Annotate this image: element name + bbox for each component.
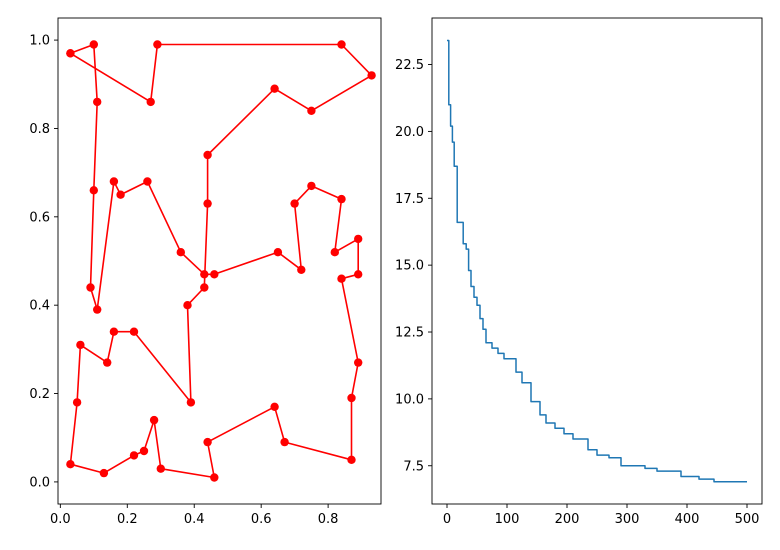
city-point-27: [210, 473, 219, 482]
city-point-4: [86, 283, 95, 292]
y-tick-label: 0.8: [29, 122, 50, 137]
city-point-41: [200, 283, 209, 292]
y-tick-label: 7.5: [403, 459, 424, 474]
city-point-38: [129, 327, 139, 336]
city-point-39: [186, 398, 196, 407]
city-point-31: [129, 451, 139, 460]
city-point-25: [270, 402, 279, 411]
x-tick-label: 0.6: [251, 512, 272, 527]
city-point-42: [203, 199, 212, 208]
city-point-18: [354, 234, 363, 244]
city-point-44: [270, 84, 279, 93]
route-chart: 0.0 0.2 0.4 0.6 0.8 0.0 0.2 0.4 0.6 0.8 1.0: [29, 17, 382, 527]
city-point-22: [347, 393, 356, 403]
x-tick-label: 500: [735, 512, 760, 527]
x-tick-label: 0.8: [318, 512, 339, 527]
city-point-15: [307, 181, 316, 191]
city-point-32: [99, 468, 109, 478]
x-tick-label: 0.2: [117, 512, 138, 527]
city-point-28: [156, 464, 165, 473]
city-point-1: [89, 40, 99, 49]
city-point-10: [200, 270, 209, 279]
city-point-23: [347, 455, 356, 464]
city-point-47: [337, 40, 346, 49]
city-point-30: [139, 446, 149, 456]
city-point-36: [103, 358, 112, 367]
city-point-17: [330, 248, 339, 257]
city-point-9: [176, 248, 185, 257]
city-point-33: [66, 460, 75, 469]
axes-frame: [431, 17, 763, 505]
y-tick-label: 17.5: [395, 192, 424, 207]
city-point-24: [280, 437, 289, 447]
city-point-49: [146, 97, 155, 107]
y-tick-label: 10.0: [395, 392, 424, 407]
city-point-35: [76, 340, 85, 350]
city-point-26: [203, 437, 212, 447]
y-tick-label: 20.0: [395, 125, 424, 140]
city-point-3: [89, 186, 99, 195]
city-point-7: [116, 190, 125, 199]
x-tick-label: 200: [555, 512, 580, 527]
y-tick-label: 0.0: [29, 475, 50, 490]
y-tick-label: 0.2: [29, 387, 50, 402]
city-point-43: [203, 150, 212, 160]
city-point-29: [149, 415, 159, 425]
x-tick-label: 300: [615, 512, 640, 527]
city-point-5: [93, 305, 102, 314]
x-tick-label: 100: [495, 512, 520, 527]
y-tick-label: 12.5: [395, 326, 424, 341]
y-tick-label: 22.5: [395, 58, 424, 73]
cost-curve: [447, 39, 747, 483]
city-point-6: [109, 177, 119, 186]
route-line: [69, 43, 373, 479]
city-point-45: [307, 106, 316, 116]
city-point-20: [337, 274, 346, 283]
y-tick-label: 1.0: [29, 34, 50, 49]
x-tick-label: 0.0: [50, 512, 71, 527]
y-tick-label: 0.4: [29, 299, 50, 314]
city-point-19: [354, 270, 363, 279]
y-tick-label: 15.0: [395, 259, 424, 274]
city-point-50: [66, 49, 75, 58]
x-tick-label: 0: [443, 512, 451, 527]
city-point-34: [72, 398, 82, 407]
city-point-8: [143, 177, 152, 186]
city-point-37: [109, 327, 119, 336]
y-tick-label: 0.6: [29, 210, 50, 225]
city-point-14: [290, 199, 299, 208]
city-point-48: [153, 40, 162, 49]
convergence-chart: 0 100 200 300 400 500 7.5 10.0 12.5 15.0 17.5 20.0 2…: [395, 17, 763, 527]
city-point-16: [337, 194, 346, 204]
city-point-21: [354, 358, 363, 367]
city-point-13: [297, 265, 306, 274]
city-point-11: [210, 270, 219, 279]
axes-frame: [57, 17, 382, 505]
x-tick-label: 0.4: [184, 512, 205, 527]
x-tick-label: 400: [675, 512, 700, 527]
city-point-12: [273, 248, 283, 257]
city-point-2: [93, 97, 102, 107]
city-point-46: [367, 71, 376, 80]
city-point-40: [183, 301, 192, 310]
